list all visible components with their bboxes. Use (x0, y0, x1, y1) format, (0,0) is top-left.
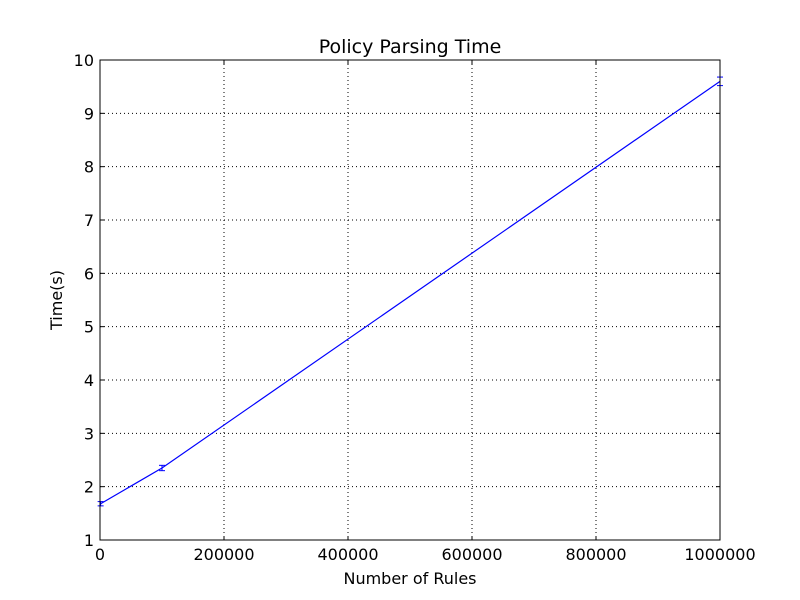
x-tick-label: 800000 (565, 545, 626, 564)
x-tick-label: 1000000 (684, 545, 755, 564)
grid (100, 60, 720, 540)
y-tick-label: 10 (74, 51, 94, 70)
plot-frame (99, 59, 721, 541)
x-tick-label: 400000 (317, 545, 378, 564)
y-tick-label: 2 (84, 478, 94, 497)
y-tick-label: 8 (84, 158, 94, 177)
y-tick-label: 6 (84, 264, 94, 283)
x-tick-label: 200000 (193, 545, 254, 564)
chart-title: Policy Parsing Time (319, 36, 502, 58)
plot-area (100, 60, 720, 540)
x-axis-label: Number of Rules (343, 569, 476, 588)
y-tick-label: 4 (84, 371, 94, 390)
x-tick-label: 0 (95, 545, 105, 564)
y-tick-label: 5 (84, 318, 94, 337)
y-tick-label: 9 (84, 104, 94, 123)
y-axis-label: Time(s) (47, 270, 66, 331)
y-tick-label: 7 (84, 211, 94, 230)
y-tick-label: 3 (84, 424, 94, 443)
x-tick-label: 600000 (441, 545, 502, 564)
ticks: 0 200000 400000 600000 800000 1000000 1 2 3 4 5 6 7 8… (74, 51, 756, 564)
y-tick-label: 1 (84, 531, 94, 550)
